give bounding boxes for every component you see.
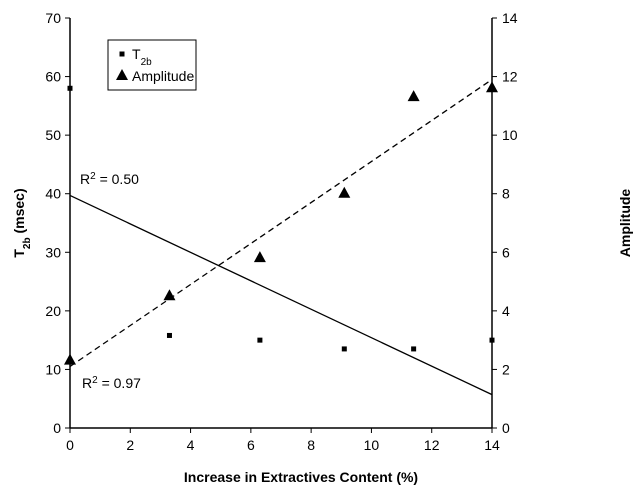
- annotation-base: R: [80, 171, 90, 187]
- y2-tick-label: 0: [502, 420, 510, 436]
- legend-label: Amplitude: [132, 68, 194, 84]
- point: [116, 69, 128, 80]
- y-tick-label: 20: [45, 303, 61, 319]
- y2-tick-label: 6: [502, 244, 510, 260]
- y2-tick-label: 8: [502, 186, 510, 202]
- point: [67, 85, 73, 91]
- x-tick-label: 0: [66, 437, 74, 453]
- annotation-sup: 2: [90, 171, 96, 182]
- annotation-base: R: [82, 375, 92, 391]
- x-tick-label: 12: [424, 437, 440, 453]
- y2-tick-label: 14: [502, 10, 518, 26]
- y-tick-label: 60: [45, 69, 61, 85]
- y-axis-label-base: T: [11, 249, 27, 258]
- point: [338, 186, 351, 198]
- point: [163, 289, 176, 301]
- x-tick-label: 14: [484, 437, 500, 453]
- y-axis-label-sub: 2b: [22, 237, 33, 249]
- point: [411, 346, 417, 352]
- y2-tick-label: 4: [502, 303, 510, 319]
- point: [64, 353, 76, 365]
- point: [119, 51, 125, 57]
- y-tick-label: 10: [45, 361, 61, 377]
- y-tick-label: 0: [53, 420, 61, 436]
- x-tick-label: 4: [187, 437, 195, 453]
- y2-tick-label: 12: [502, 69, 518, 85]
- annotation: R2 = 0.97: [82, 375, 141, 392]
- annotation-tail: = 0.50: [96, 171, 139, 187]
- y-tick-label: 70: [45, 10, 61, 26]
- point: [253, 251, 266, 263]
- annotation-sup: 2: [92, 375, 98, 386]
- point: [166, 332, 172, 338]
- x-tick-label: 8: [307, 437, 315, 453]
- point: [486, 81, 498, 93]
- annotation-tail: = 0.97: [98, 375, 141, 391]
- x-axis-label: Increase in Extractives Content (%): [184, 469, 418, 485]
- y2-tick-label: 10: [502, 127, 518, 143]
- y2-axis-label: Amplitude: [617, 189, 633, 258]
- trend-line: [69, 78, 493, 368]
- legend-label-base: T: [132, 46, 141, 62]
- x-tick-label: 2: [126, 437, 134, 453]
- annotation: R2 = 0.50: [80, 171, 139, 188]
- point: [341, 346, 347, 352]
- y-tick-label: 40: [45, 186, 61, 202]
- y-axis-label-tail: (msec): [11, 188, 27, 237]
- point: [407, 90, 420, 102]
- y-tick-label: 50: [45, 127, 61, 143]
- point: [257, 337, 263, 343]
- legend-label-base: Amplitude: [132, 68, 194, 84]
- legend-label: T2b: [132, 46, 152, 68]
- point: [489, 337, 495, 343]
- legend-box: [107, 39, 197, 91]
- trend-line: [69, 194, 493, 396]
- x-tick-label: 6: [247, 437, 255, 453]
- y2-tick-label: 2: [502, 361, 510, 377]
- y-axis-label: T2b (msec): [11, 188, 33, 257]
- x-tick-label: 10: [364, 437, 380, 453]
- y-tick-label: 30: [45, 244, 61, 260]
- legend-label-sub: 2b: [141, 57, 153, 68]
